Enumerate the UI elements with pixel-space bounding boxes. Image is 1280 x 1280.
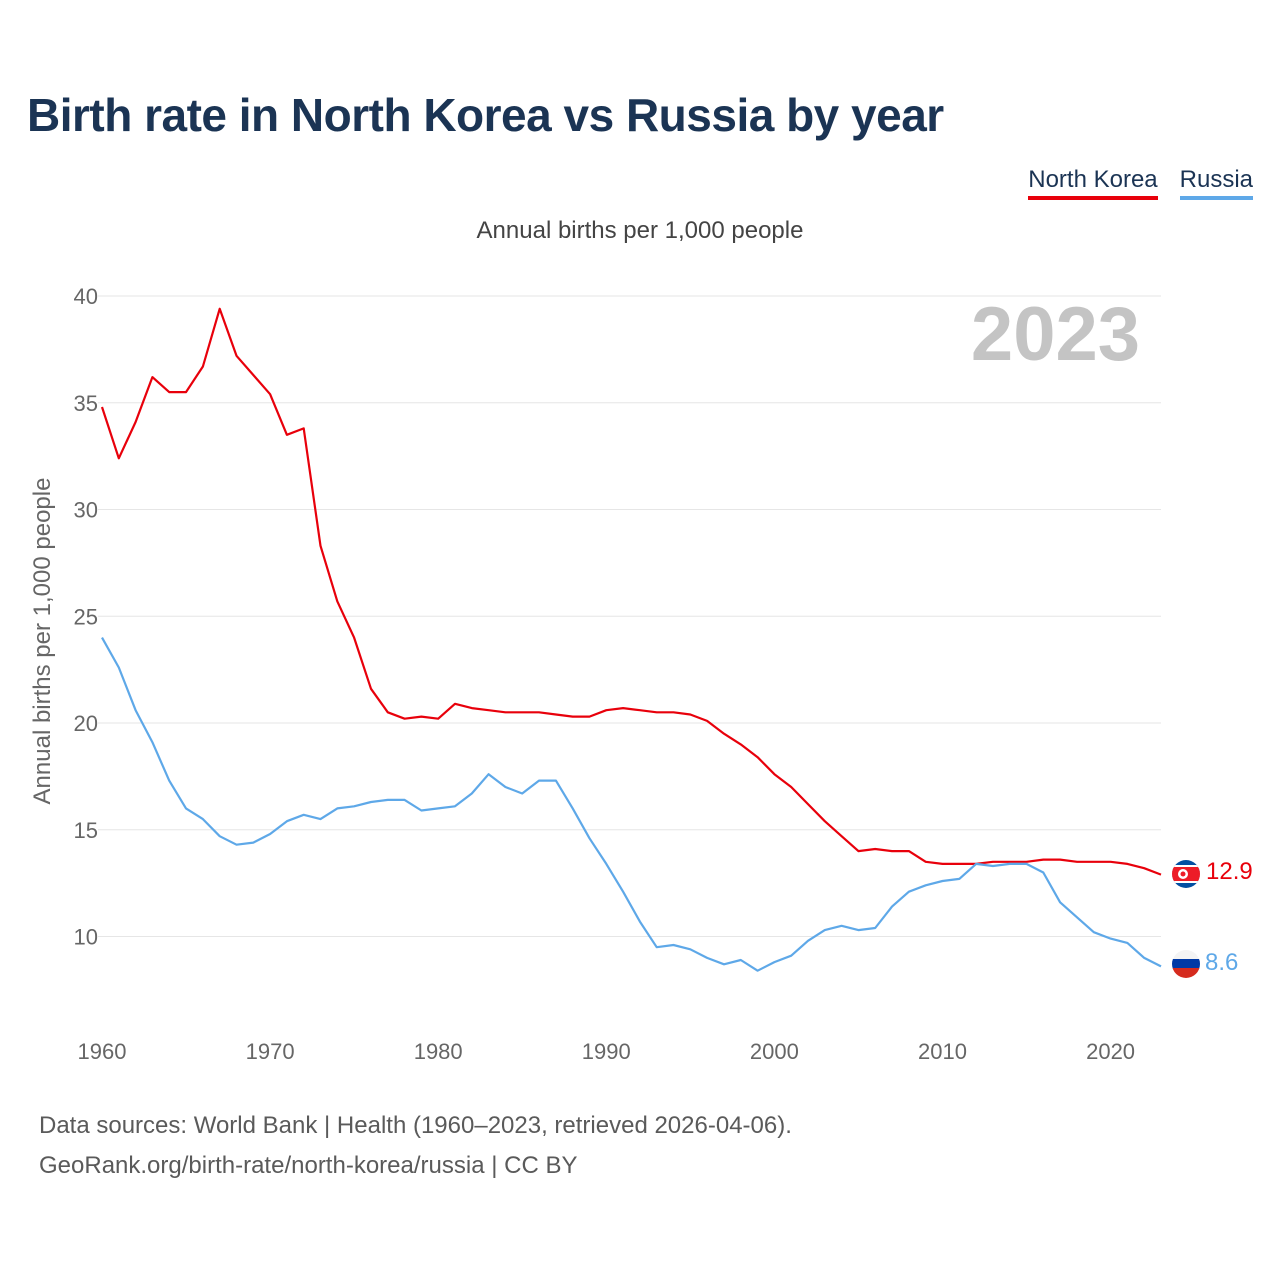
series-line-north-korea[interactable]	[100, 307, 1162, 876]
north-korea-flag-icon	[1172, 860, 1200, 888]
x-tick-label: 1990	[582, 1039, 631, 1064]
series-line-russia[interactable]	[101, 637, 1162, 972]
y-tick-label: 40	[74, 284, 98, 309]
y-tick-label: 25	[74, 604, 98, 629]
footer-link[interactable]: GeoRank.org/birth-rate/north-korea/russi…	[39, 1152, 578, 1179]
y-tick-label: 20	[74, 711, 98, 736]
x-tick-label: 2020	[1086, 1039, 1135, 1064]
y-tick-label: 30	[74, 498, 98, 523]
y-tick-label: 10	[74, 925, 98, 950]
legend-item-north-korea[interactable]: North Korea	[1028, 166, 1158, 200]
footer-sources: Data sources: World Bank | Health (1960–…	[39, 1112, 792, 1139]
russia-end-label: 8.6	[1205, 949, 1238, 976]
chart-subtitle: Annual births per 1,000 people	[476, 217, 804, 244]
chart-title: Birth rate in North Korea vs Russia by y…	[27, 89, 944, 141]
year-watermark: 2023	[971, 292, 1140, 377]
legend-item-russia[interactable]: Russia	[1179, 166, 1253, 200]
y-tick-label: 35	[74, 391, 98, 416]
y-tick-label: 15	[74, 818, 98, 843]
y-axis-label: Annual births per 1,000 people	[29, 478, 56, 805]
x-tick-label: 2010	[918, 1039, 967, 1064]
x-tick-label: 1970	[246, 1039, 295, 1064]
footer: Data sources: World Bank | Health (1960–…	[39, 1106, 792, 1186]
north-korea-end-label: 12.9	[1206, 858, 1253, 885]
x-tick-label: 1980	[414, 1039, 463, 1064]
x-tick-label: 2000	[750, 1039, 799, 1064]
russia-flag-icon	[1172, 950, 1200, 978]
legend: North Korea Russia	[1028, 166, 1253, 200]
x-tick-label: 1960	[78, 1039, 127, 1064]
